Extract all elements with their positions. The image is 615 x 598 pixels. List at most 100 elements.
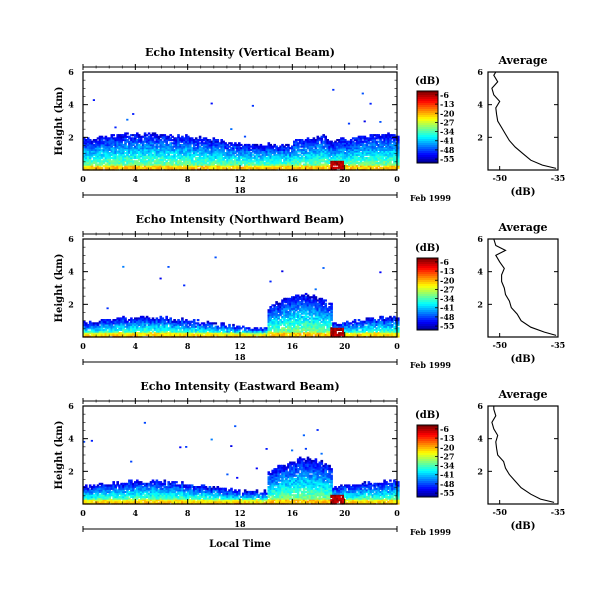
colorbar-step xyxy=(417,433,438,436)
colorbar-step xyxy=(417,107,438,110)
x-tick-label: 16 xyxy=(287,341,299,351)
colorbar-step xyxy=(417,284,438,287)
x-tick-label: 0 xyxy=(80,174,86,184)
colorbar-step xyxy=(417,266,438,269)
colorbar-unit: (dB) xyxy=(415,410,440,421)
x-tick-label: 4 xyxy=(133,508,139,518)
y-tick-label: 2 xyxy=(68,132,74,142)
colorbar-step xyxy=(417,161,438,164)
colorbar-step xyxy=(417,495,438,498)
x-tick-label: 20 xyxy=(339,508,351,518)
colorbar-step xyxy=(417,449,438,452)
colorbar-step xyxy=(417,109,438,112)
colorbar-step xyxy=(417,308,438,311)
y-tick-label: 4 xyxy=(68,100,74,110)
colorbar-tick-label: -13 xyxy=(440,266,455,276)
colorbar-step xyxy=(417,483,438,486)
colorbar-step xyxy=(417,111,438,114)
colorbar-step xyxy=(417,135,438,138)
colorbar-step xyxy=(417,429,438,432)
average-frame xyxy=(487,238,559,338)
x-tick-label: 0 xyxy=(80,341,86,351)
average-y-tick-label: 4 xyxy=(477,434,483,444)
colorbar-step xyxy=(417,294,438,297)
y-axis-label: Height (km) xyxy=(54,254,65,323)
y-tick-label: 4 xyxy=(68,267,74,277)
colorbar-step xyxy=(417,302,438,305)
colorbar-tick-label: -27 xyxy=(440,117,454,127)
average-title: Average xyxy=(497,388,547,401)
colorbar-step xyxy=(417,262,438,265)
colorbar-step xyxy=(417,467,438,470)
average-y-tick-label: 6 xyxy=(477,234,483,244)
colorbar-step xyxy=(417,117,438,120)
colorbar-step xyxy=(417,479,438,482)
colorbar-step xyxy=(417,147,438,150)
day-label: 18 xyxy=(234,519,246,529)
colorbar xyxy=(417,425,438,498)
average-x-label: (dB) xyxy=(511,354,536,365)
colorbar-step xyxy=(417,310,438,313)
average-y-tick-label: 6 xyxy=(477,401,483,411)
colorbar-step xyxy=(417,314,438,317)
average-frame xyxy=(487,405,559,505)
colorbar-tick-label: -6 xyxy=(440,424,449,434)
colorbar-step xyxy=(417,493,438,496)
colorbar-step xyxy=(417,292,438,295)
heatmap-cells xyxy=(83,256,400,338)
colorbar-step xyxy=(417,481,438,484)
colorbar-step xyxy=(417,322,438,325)
x-tick-label: 4 xyxy=(133,341,139,351)
colorbar-step xyxy=(417,276,438,279)
colorbar-step xyxy=(417,153,438,156)
colorbar-step xyxy=(417,278,438,281)
average-y-tick-label: 2 xyxy=(477,299,483,309)
colorbar-step xyxy=(417,487,438,490)
y-tick-label: 6 xyxy=(68,234,74,244)
colorbar-unit: (dB) xyxy=(415,76,440,87)
colorbar-step xyxy=(417,469,438,472)
x-tick-label: 16 xyxy=(287,174,299,184)
average-x-label: (dB) xyxy=(511,521,536,532)
average-title: Average xyxy=(497,221,547,234)
panel-2: Echo Intensity (Eastward Beam) 0 4 8 12 16 20 0… xyxy=(54,380,565,537)
colorbar-tick-label: -34 xyxy=(440,127,455,137)
colorbar-step xyxy=(417,151,438,154)
colorbar-step xyxy=(417,91,438,94)
x-tick-label: 20 xyxy=(339,174,351,184)
colorbar-step xyxy=(417,286,438,289)
colorbar-tick-label: -55 xyxy=(440,321,454,331)
x-tick-label: 8 xyxy=(185,174,191,184)
colorbar-step xyxy=(417,145,438,148)
average-x-tick-label: -35 xyxy=(551,173,565,183)
colorbar-tick-label: -48 xyxy=(440,145,455,155)
colorbar-step xyxy=(417,451,438,454)
colorbar-step xyxy=(417,298,438,301)
average-y-tick-label: 2 xyxy=(477,132,483,142)
average-title: Average xyxy=(497,54,547,67)
colorbar-step xyxy=(417,300,438,303)
colorbar-tick-label: -27 xyxy=(440,284,454,294)
colorbar-step xyxy=(417,465,438,468)
heatmap-title: Echo Intensity (Northward Beam) xyxy=(136,213,345,226)
colorbar-tick-label: -13 xyxy=(440,99,455,109)
colorbar-frame xyxy=(416,90,439,164)
average-x-tick-label: -50 xyxy=(492,340,507,350)
colorbar-step xyxy=(417,103,438,106)
colorbar-step xyxy=(417,461,438,464)
colorbar-step xyxy=(417,97,438,100)
y-tick-label: 2 xyxy=(68,299,74,309)
colorbar-step xyxy=(417,260,438,263)
colorbar-step xyxy=(417,445,438,448)
colorbar-step xyxy=(417,324,438,327)
colorbar-step xyxy=(417,306,438,309)
colorbar-step xyxy=(417,131,438,134)
colorbar-step xyxy=(417,491,438,494)
average-y-tick-label: 6 xyxy=(477,67,483,77)
colorbar-step xyxy=(417,471,438,474)
colorbar-step xyxy=(417,437,438,440)
colorbar-step xyxy=(417,304,438,307)
colorbar xyxy=(417,258,438,331)
colorbar-step xyxy=(417,453,438,456)
